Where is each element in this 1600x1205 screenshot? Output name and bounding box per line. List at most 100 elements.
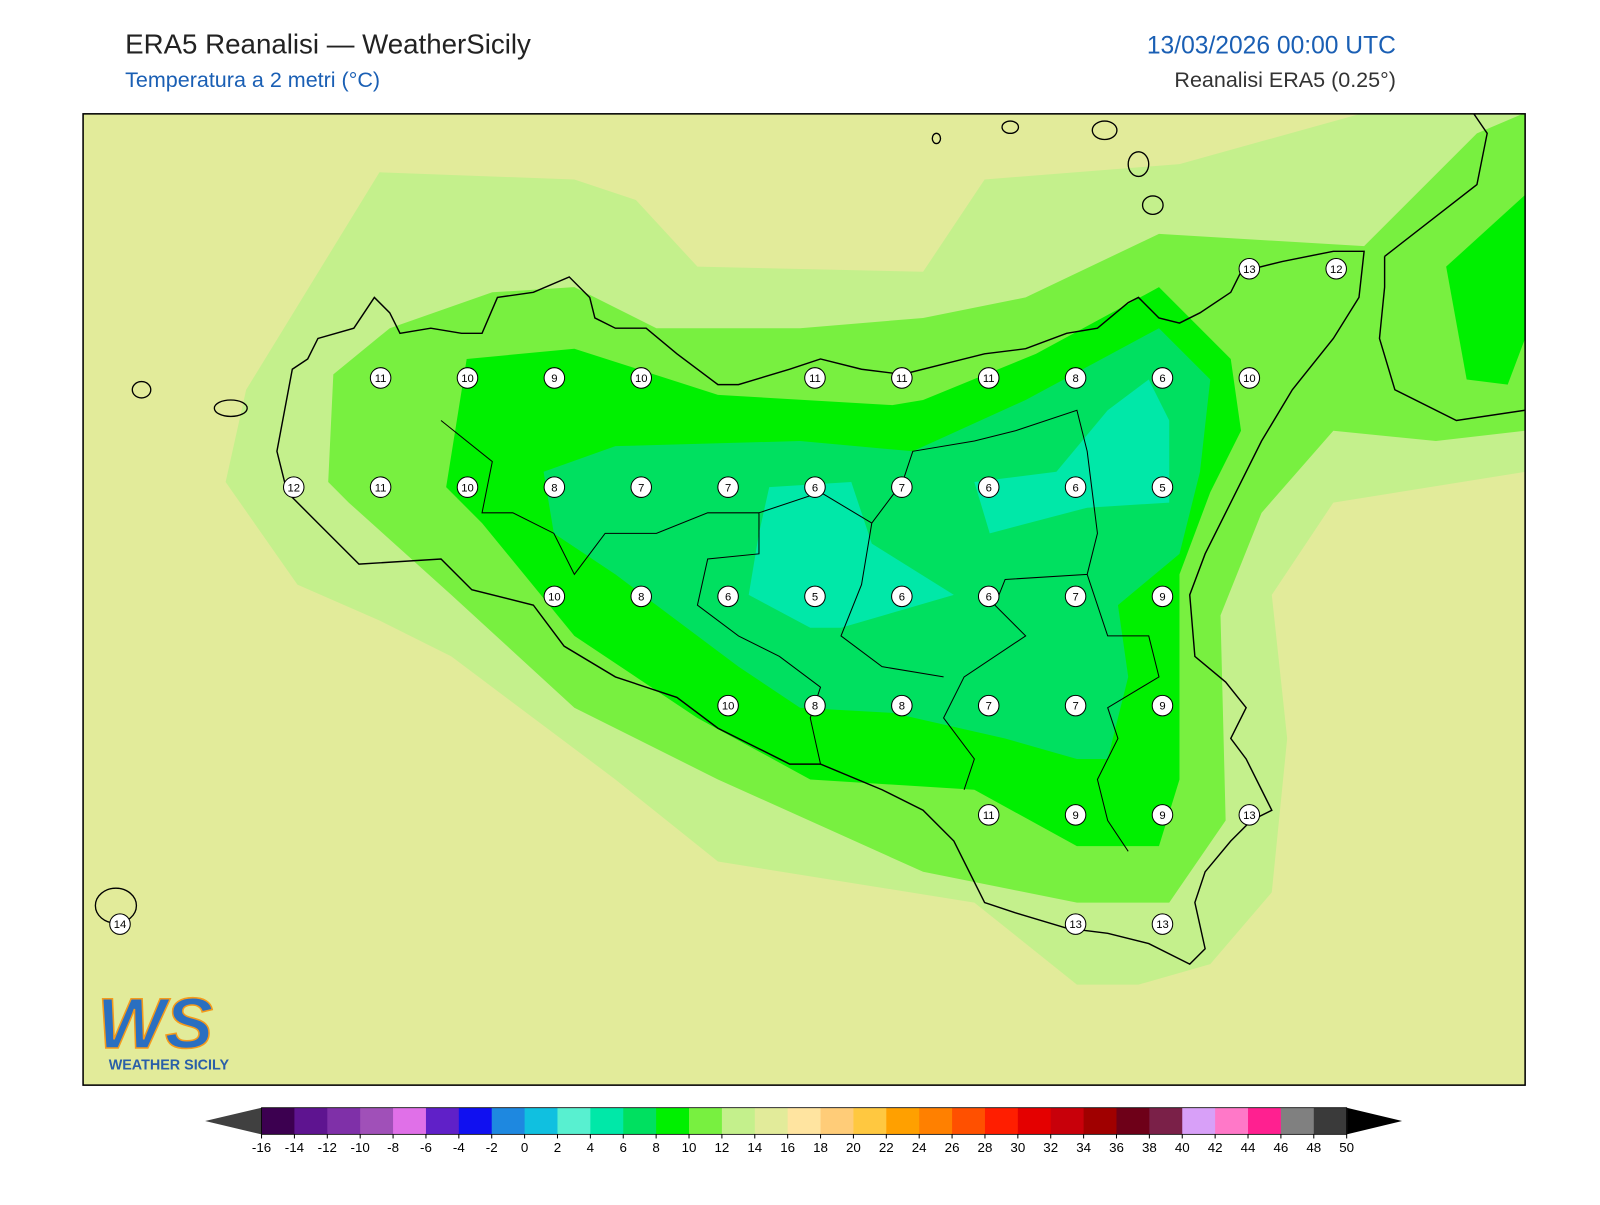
- station-marker: [1064, 694, 1087, 717]
- colorbar-bin: [919, 1107, 953, 1135]
- station-value: 10: [461, 482, 474, 494]
- colorbar-bin: [1149, 1107, 1183, 1135]
- colorbar-bin: [590, 1107, 624, 1135]
- colorbar-tick-label: 36: [1109, 1140, 1124, 1155]
- map-frame: [82, 113, 1526, 1086]
- colorbar-tick-label: 24: [912, 1140, 927, 1155]
- station-marker: [630, 476, 653, 498]
- colorbar-bin: [1215, 1107, 1249, 1135]
- station-value: 8: [638, 592, 644, 604]
- colorbar-tick-label: 28: [978, 1140, 993, 1155]
- station-marker: [804, 367, 826, 389]
- colorbar-bin: [1280, 1107, 1315, 1135]
- station-marker: [369, 367, 392, 389]
- colorbar-bin: [1017, 1107, 1052, 1135]
- colorbar-bin: [689, 1107, 723, 1135]
- station-marker: [1064, 913, 1087, 935]
- station-value: 10: [722, 701, 735, 713]
- station-marker: [1151, 367, 1174, 389]
- colorbar-tick-label: -4: [453, 1140, 465, 1155]
- colorbar-bin: [393, 1107, 427, 1135]
- station-marker: [1064, 476, 1087, 498]
- station-value: 5: [812, 592, 818, 604]
- source: Reanalisi ERA5 (0.25°): [1174, 68, 1395, 92]
- station-value: 10: [635, 373, 648, 385]
- station-marker: [977, 804, 1000, 826]
- station-value: 9: [551, 373, 557, 385]
- island: [931, 132, 942, 145]
- station-value: 9: [1159, 810, 1165, 822]
- station-value: 6: [986, 592, 992, 604]
- colorbar-bin: [886, 1107, 920, 1135]
- station-marker: [977, 694, 1000, 717]
- station-marker: [543, 476, 566, 498]
- station-marker: [1151, 694, 1174, 717]
- station-value: 7: [1072, 701, 1078, 713]
- station-value: 13: [1069, 919, 1082, 931]
- colorbar-tick-label: 16: [780, 1140, 795, 1155]
- station-value: 9: [1072, 810, 1078, 822]
- subtitle: Temperatura a 2 metri (°C): [125, 68, 380, 92]
- colorbar-bin: [360, 1107, 394, 1135]
- colorbar-bin: [261, 1107, 295, 1135]
- map: [83, 113, 1526, 1086]
- colorbar-bin: [524, 1107, 558, 1135]
- colorbar-bin: [853, 1107, 887, 1135]
- colorbar-tick-label: 32: [1043, 1140, 1058, 1155]
- station-value: 10: [548, 592, 561, 604]
- station-marker: [1151, 476, 1174, 498]
- colorbar-tick-label: 26: [945, 1140, 960, 1155]
- colorbar-bin: [754, 1107, 789, 1135]
- station-value: 11: [375, 373, 387, 385]
- station-marker: [1238, 367, 1261, 389]
- colorbar-bin: [1050, 1107, 1085, 1135]
- station-value: 6: [986, 482, 992, 494]
- colorbar-tick-label: 20: [846, 1140, 861, 1155]
- station-marker: [1238, 257, 1261, 280]
- colorbar-bin: [721, 1107, 756, 1135]
- colorbar-bin: [1248, 1107, 1282, 1135]
- station-marker: [1064, 585, 1087, 608]
- colorbar-tick-label: 22: [879, 1140, 894, 1155]
- station-value: 8: [1072, 373, 1078, 385]
- colorbar-tick-label: 12: [714, 1140, 729, 1155]
- island: [1001, 120, 1020, 134]
- station-marker: [109, 913, 131, 935]
- colorbar-tick-label: 40: [1175, 1140, 1190, 1155]
- contour-6-8: [543, 328, 1211, 759]
- colorbar-bin: [327, 1107, 361, 1135]
- station-value: 11: [983, 373, 995, 385]
- station-marker: [977, 476, 1000, 498]
- station-marker: [543, 367, 566, 389]
- station-value: 13: [1156, 919, 1169, 931]
- colorbar-tick-label: 46: [1273, 1140, 1288, 1155]
- station-value: 13: [1243, 264, 1256, 276]
- colorbar-bin: [787, 1107, 822, 1135]
- island: [131, 380, 152, 399]
- island: [1141, 195, 1164, 216]
- colorbar-tick-label: 6: [620, 1140, 627, 1155]
- station-value: 6: [899, 592, 905, 604]
- station-marker: [977, 585, 1000, 608]
- station-marker: [1325, 257, 1347, 280]
- colorbar-tick-label: 50: [1339, 1140, 1354, 1155]
- station-marker: [717, 585, 739, 608]
- colorbar-under: [205, 1107, 262, 1135]
- island: [1091, 120, 1118, 141]
- station-marker: [717, 694, 739, 717]
- colorbar-tick-label: -14: [285, 1140, 305, 1155]
- colorbar-tick-label: 34: [1076, 1140, 1091, 1155]
- station-marker: [891, 476, 913, 498]
- station-value: 7: [986, 701, 992, 713]
- title: ERA5 Reanalisi — WeatherSicily: [125, 28, 531, 59]
- station-marker: [891, 367, 913, 389]
- province-boundary: [440, 409, 1160, 852]
- colorbar-tick-label: 2: [554, 1140, 561, 1155]
- station-value: 8: [812, 701, 818, 713]
- colorbar-tick-label: 4: [587, 1140, 595, 1155]
- station-value: 7: [638, 482, 644, 494]
- station-value: 12: [287, 482, 300, 494]
- datetime: 13/03/2026 00:00 UTC: [1147, 32, 1396, 59]
- colorbar-bin: [491, 1107, 526, 1135]
